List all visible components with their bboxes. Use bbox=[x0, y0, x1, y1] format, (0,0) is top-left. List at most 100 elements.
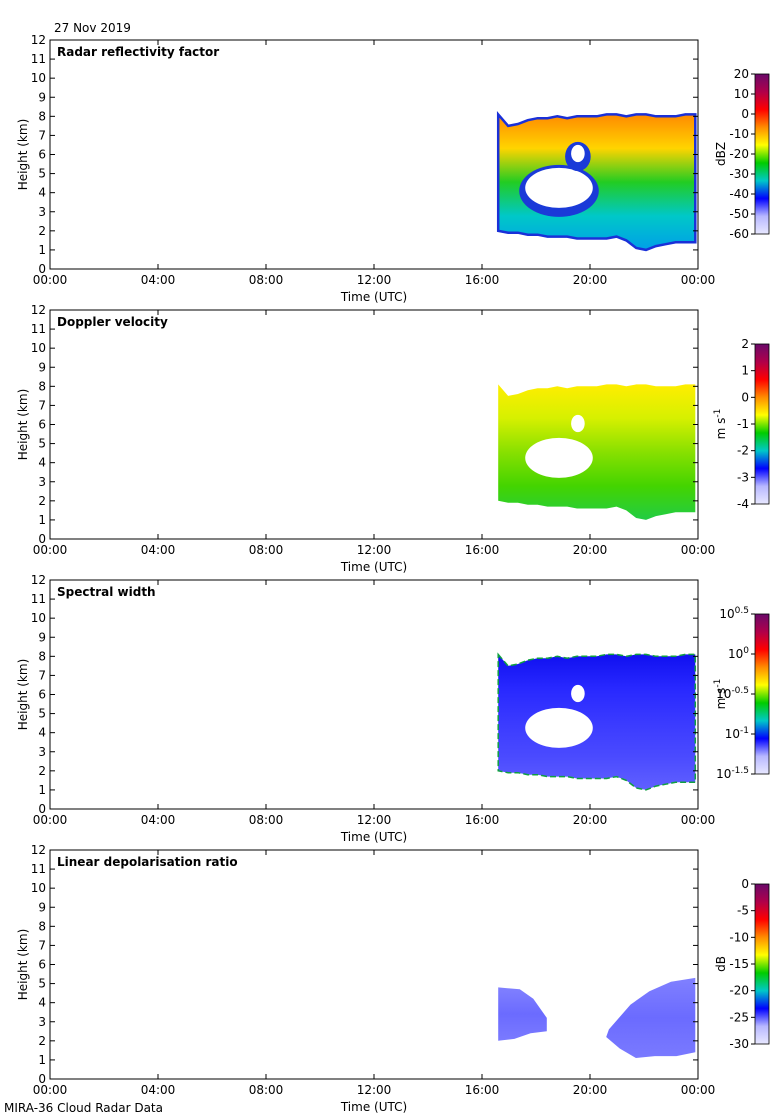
colorbar-tick-label: -30 bbox=[729, 1037, 749, 1051]
colorbar-tick-label: -50 bbox=[729, 207, 749, 221]
colorbar bbox=[754, 883, 770, 1045]
x-tick-label: 00:00 bbox=[33, 813, 68, 827]
echo-gap-1 bbox=[571, 144, 585, 163]
colorbar-tick-label: -15 bbox=[729, 957, 749, 971]
y-tick-label: 10 bbox=[31, 881, 46, 895]
y-tick-label: 11 bbox=[31, 862, 46, 876]
colorbar bbox=[754, 613, 770, 775]
y-tick-label: 7 bbox=[38, 668, 46, 682]
x-tick-label: 00:00 bbox=[681, 273, 716, 287]
y-tick-label: 2 bbox=[38, 224, 46, 238]
y-tick-label: 9 bbox=[38, 630, 46, 644]
x-tick-label: 00:00 bbox=[681, 813, 716, 827]
colorbar-tick-label: 2 bbox=[741, 337, 749, 351]
colorbar bbox=[754, 343, 770, 505]
y-tick-label: 0 bbox=[38, 532, 46, 546]
y-tick-label: 2 bbox=[38, 494, 46, 508]
colorbar-tick-label: 10 bbox=[734, 87, 749, 101]
colorbar bbox=[754, 73, 770, 235]
y-tick-label: 9 bbox=[38, 90, 46, 104]
y-tick-label: 12 bbox=[31, 843, 46, 857]
x-tick-label: 08:00 bbox=[249, 813, 284, 827]
y-tick-label: 8 bbox=[38, 109, 46, 123]
y-tick-label: 0 bbox=[38, 262, 46, 276]
y-tick-label: 1 bbox=[38, 783, 46, 797]
colorbar-tick-label: -1 bbox=[737, 417, 749, 431]
panel-title: Spectral width bbox=[57, 585, 156, 599]
x-tick-label: 12:00 bbox=[357, 813, 392, 827]
y-tick-label: 3 bbox=[38, 1015, 46, 1029]
y-tick-label: 6 bbox=[38, 688, 46, 702]
y-tick-label: 3 bbox=[38, 475, 46, 489]
y-tick-label: 3 bbox=[38, 205, 46, 219]
y-tick-label: 6 bbox=[38, 418, 46, 432]
x-tick-label: 04:00 bbox=[141, 543, 176, 557]
x-tick-label: 20:00 bbox=[573, 543, 608, 557]
y-tick-label: 8 bbox=[38, 649, 46, 663]
y-tick-label: 4 bbox=[38, 726, 46, 740]
y-axis-label: Height (km) bbox=[16, 659, 30, 730]
date-label: 27 Nov 2019 bbox=[54, 21, 131, 35]
cloud-echo bbox=[498, 384, 696, 520]
colorbar-tick-label: -10 bbox=[729, 127, 749, 141]
colorbar-tick-label: 0 bbox=[741, 390, 749, 404]
x-tick-label: 00:00 bbox=[33, 543, 68, 557]
y-tick-label: 0 bbox=[38, 1072, 46, 1086]
y-tick-label: 7 bbox=[38, 398, 46, 412]
colorbar-tick-label: -30 bbox=[729, 167, 749, 181]
x-tick-label: 12:00 bbox=[357, 543, 392, 557]
x-tick-label: 20:00 bbox=[573, 813, 608, 827]
y-tick-label: 11 bbox=[31, 322, 46, 336]
y-tick-label: 1 bbox=[38, 1053, 46, 1067]
y-tick-label: 1 bbox=[38, 243, 46, 257]
y-tick-label: 8 bbox=[38, 919, 46, 933]
y-tick-label: 5 bbox=[38, 167, 46, 181]
cloud-edge bbox=[497, 652, 697, 791]
colorbar-tick-label: -20 bbox=[729, 147, 749, 161]
y-axis-label: Height (km) bbox=[16, 389, 30, 460]
colorbar-tick-label: 100.5 bbox=[719, 606, 749, 621]
x-tick-label: 00:00 bbox=[33, 1083, 68, 1097]
x-tick-label: 08:00 bbox=[249, 543, 284, 557]
y-tick-label: 4 bbox=[38, 456, 46, 470]
y-tick-label: 10 bbox=[31, 71, 46, 85]
colorbar-unit: dB bbox=[714, 956, 728, 972]
footer-label: MIRA-36 Cloud Radar Data bbox=[4, 1101, 163, 1115]
colorbar-tick-label: 20 bbox=[734, 67, 749, 81]
panel-title: Linear depolarisation ratio bbox=[57, 855, 238, 869]
echo-gap-1 bbox=[571, 684, 585, 703]
x-tick-label: 04:00 bbox=[141, 813, 176, 827]
x-tick-label: 12:00 bbox=[357, 273, 392, 287]
cloud-echo bbox=[498, 114, 696, 250]
colorbar-tick-label: -60 bbox=[729, 227, 749, 241]
y-tick-label: 2 bbox=[38, 764, 46, 778]
colorbar-tick-label: 10-1 bbox=[725, 726, 749, 741]
colorbar-tick-label: 1 bbox=[741, 364, 749, 378]
colorbar-tick-label: 0 bbox=[741, 877, 749, 891]
y-tick-label: 1 bbox=[38, 513, 46, 527]
x-tick-label: 00:00 bbox=[33, 273, 68, 287]
cloud-edge bbox=[496, 111, 697, 252]
x-axis-label: Time (UTC) bbox=[340, 290, 407, 304]
y-tick-label: 5 bbox=[38, 707, 46, 721]
x-axis-label: Time (UTC) bbox=[340, 1100, 407, 1114]
y-tick-label: 2 bbox=[38, 1034, 46, 1048]
panel-title: Radar reflectivity factor bbox=[57, 45, 219, 59]
y-tick-label: 12 bbox=[31, 33, 46, 47]
y-tick-label: 12 bbox=[31, 573, 46, 587]
x-tick-label: 08:00 bbox=[249, 1083, 284, 1097]
y-tick-label: 0 bbox=[38, 802, 46, 816]
colorbar-tick-label: -20 bbox=[729, 984, 749, 998]
y-tick-label: 10 bbox=[31, 611, 46, 625]
x-axis-label: Time (UTC) bbox=[340, 560, 407, 574]
colorbar-tick-label: 10-0.5 bbox=[716, 686, 749, 701]
colorbar-tick-label: -3 bbox=[737, 470, 749, 484]
panel-title: Doppler velocity bbox=[57, 315, 168, 329]
x-tick-label: 00:00 bbox=[681, 1083, 716, 1097]
colorbar-tick-label: -5 bbox=[737, 904, 749, 918]
x-tick-label: 08:00 bbox=[249, 273, 284, 287]
